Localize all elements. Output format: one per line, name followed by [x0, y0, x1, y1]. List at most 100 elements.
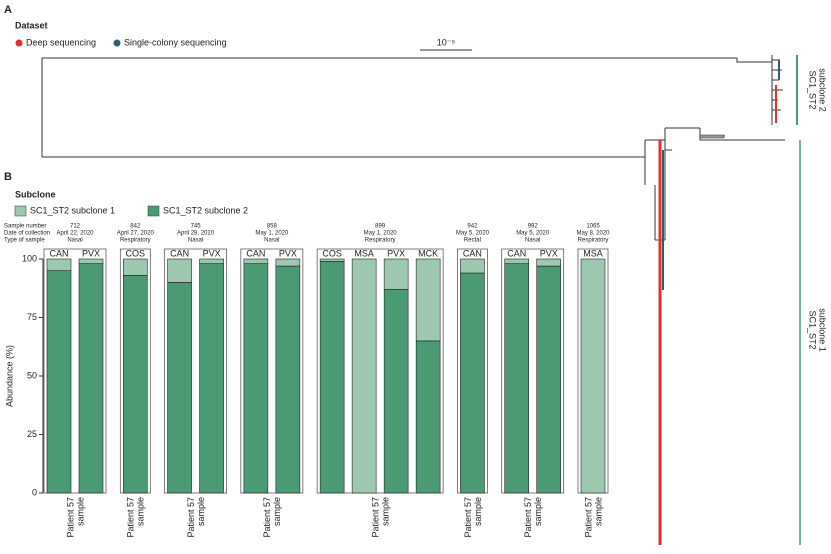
group-box [501, 248, 565, 494]
sample-date: April 27, 2020 [117, 231, 155, 237]
bar-segment [275, 258, 301, 267]
bar-segment [122, 258, 148, 276]
x-axis-label: sample [75, 497, 85, 526]
group-box [43, 248, 107, 494]
row-header: Date of collection [4, 231, 50, 237]
sample-type: Respiratory [365, 238, 396, 244]
bar-segment [46, 270, 72, 494]
x-axis-label: sample [593, 497, 603, 526]
category-label: MCK [418, 248, 438, 258]
category-label: PVX [203, 248, 221, 258]
bar-segment [351, 258, 377, 494]
bar-segment [415, 340, 441, 494]
category-label: MSA [583, 248, 603, 258]
bar-segment [78, 258, 104, 264]
category-label: CAN [507, 248, 526, 258]
sample-number: 992 [528, 224, 539, 230]
legend-swatch [147, 205, 160, 217]
category-label: PVX [540, 248, 558, 258]
y-axis-label: Abundance (%) [4, 345, 14, 407]
sample-number: 745 [191, 224, 202, 230]
y-tick-label: 100 [22, 253, 37, 263]
panel-label: A [4, 4, 12, 16]
legend-title: Dataset [15, 20, 48, 30]
x-axis-label: Patient 57 [463, 497, 473, 538]
sample-type: Respiratory [120, 238, 151, 244]
sample-number: 899 [375, 224, 386, 230]
legend-label: Deep sequencing [26, 37, 96, 47]
bar-segment [504, 258, 530, 264]
sample-type: Rectal [464, 238, 481, 244]
sample-number: 842 [130, 224, 141, 230]
phylogenetic-tree [41, 55, 801, 545]
sample-number: 942 [467, 224, 478, 230]
bar-segment [319, 261, 345, 494]
sample-date: May 5, 2020 [516, 231, 550, 237]
sample-number: 712 [70, 224, 81, 230]
legend-label: SC1_ST2 subclone 1 [30, 205, 115, 215]
x-axis-label: sample [196, 497, 206, 526]
sample-number: 1065 [586, 224, 600, 230]
row-header: Sample number [4, 224, 46, 230]
x-axis-label: Patient 57 [186, 497, 196, 538]
x-axis-label: Patient 57 [65, 497, 75, 538]
x-axis-label: Patient 57 [583, 497, 593, 538]
bar-segment [243, 263, 269, 494]
bar-segment [275, 265, 301, 494]
bar-segment [243, 258, 269, 264]
clade-label: subclone 1 [818, 308, 828, 352]
bar-segment [383, 289, 409, 494]
legend-label: Single-colony sequencing [124, 37, 227, 47]
x-axis-label: sample [473, 497, 483, 526]
x-axis-label: Patient 57 [126, 497, 136, 538]
x-axis-label: sample [381, 497, 391, 526]
panel-label: B [4, 171, 12, 183]
x-axis-label: sample [533, 497, 543, 526]
sample-date: April 28, 2020 [177, 231, 215, 237]
bar-segment [122, 275, 148, 494]
sample-date: May 5, 2020 [456, 231, 490, 237]
bar-segment [46, 258, 72, 271]
bar-segment [460, 272, 485, 494]
x-axis-label: Patient 57 [371, 497, 381, 538]
clade-label: SC1_ST2 [808, 310, 818, 349]
scale-label: 10⁻⁵ [437, 37, 456, 47]
group-box [164, 248, 227, 494]
category-label: COS [126, 248, 146, 258]
legend-swatch [14, 205, 27, 217]
bar-segment [199, 258, 224, 264]
x-axis-label: sample [272, 497, 282, 526]
bar-segment [167, 282, 192, 494]
sample-type: Nasal [525, 238, 540, 244]
sample-type: Respiratory [578, 238, 609, 244]
x-axis-label: Patient 57 [262, 497, 272, 538]
category-label: COS [322, 248, 342, 258]
row-header: Type of sample [4, 238, 45, 244]
bar-segment [460, 258, 485, 274]
clade-label: SC1_ST2 [808, 70, 818, 109]
bar-segment [167, 258, 192, 283]
group-box [316, 248, 444, 494]
x-axis-label: Patient 57 [523, 497, 533, 538]
bar-segment [78, 263, 104, 494]
category-label: CAN [49, 248, 68, 258]
y-tick-label: 50 [27, 370, 37, 380]
legend-title: Subclone [15, 189, 56, 199]
x-axis-label: sample [136, 497, 146, 526]
category-label: CAN [246, 248, 265, 258]
sample-type: Nasal [264, 238, 279, 244]
legend-marker [113, 39, 121, 47]
category-label: CAN [170, 248, 189, 258]
bar-segment [415, 258, 441, 342]
sample-date: May 1, 2020 [364, 231, 398, 237]
clade-label: subclone 2 [818, 68, 828, 112]
sample-date: May 1, 2020 [255, 231, 289, 237]
sample-type: Nasal [188, 238, 203, 244]
group-box [240, 248, 304, 494]
bar-segment [580, 258, 606, 494]
sample-date: May 8, 2020 [576, 231, 610, 237]
bar-segment [199, 263, 224, 494]
y-tick-label: 75 [27, 312, 37, 322]
bar-segment [319, 258, 345, 262]
category-label: MSA [354, 248, 374, 258]
